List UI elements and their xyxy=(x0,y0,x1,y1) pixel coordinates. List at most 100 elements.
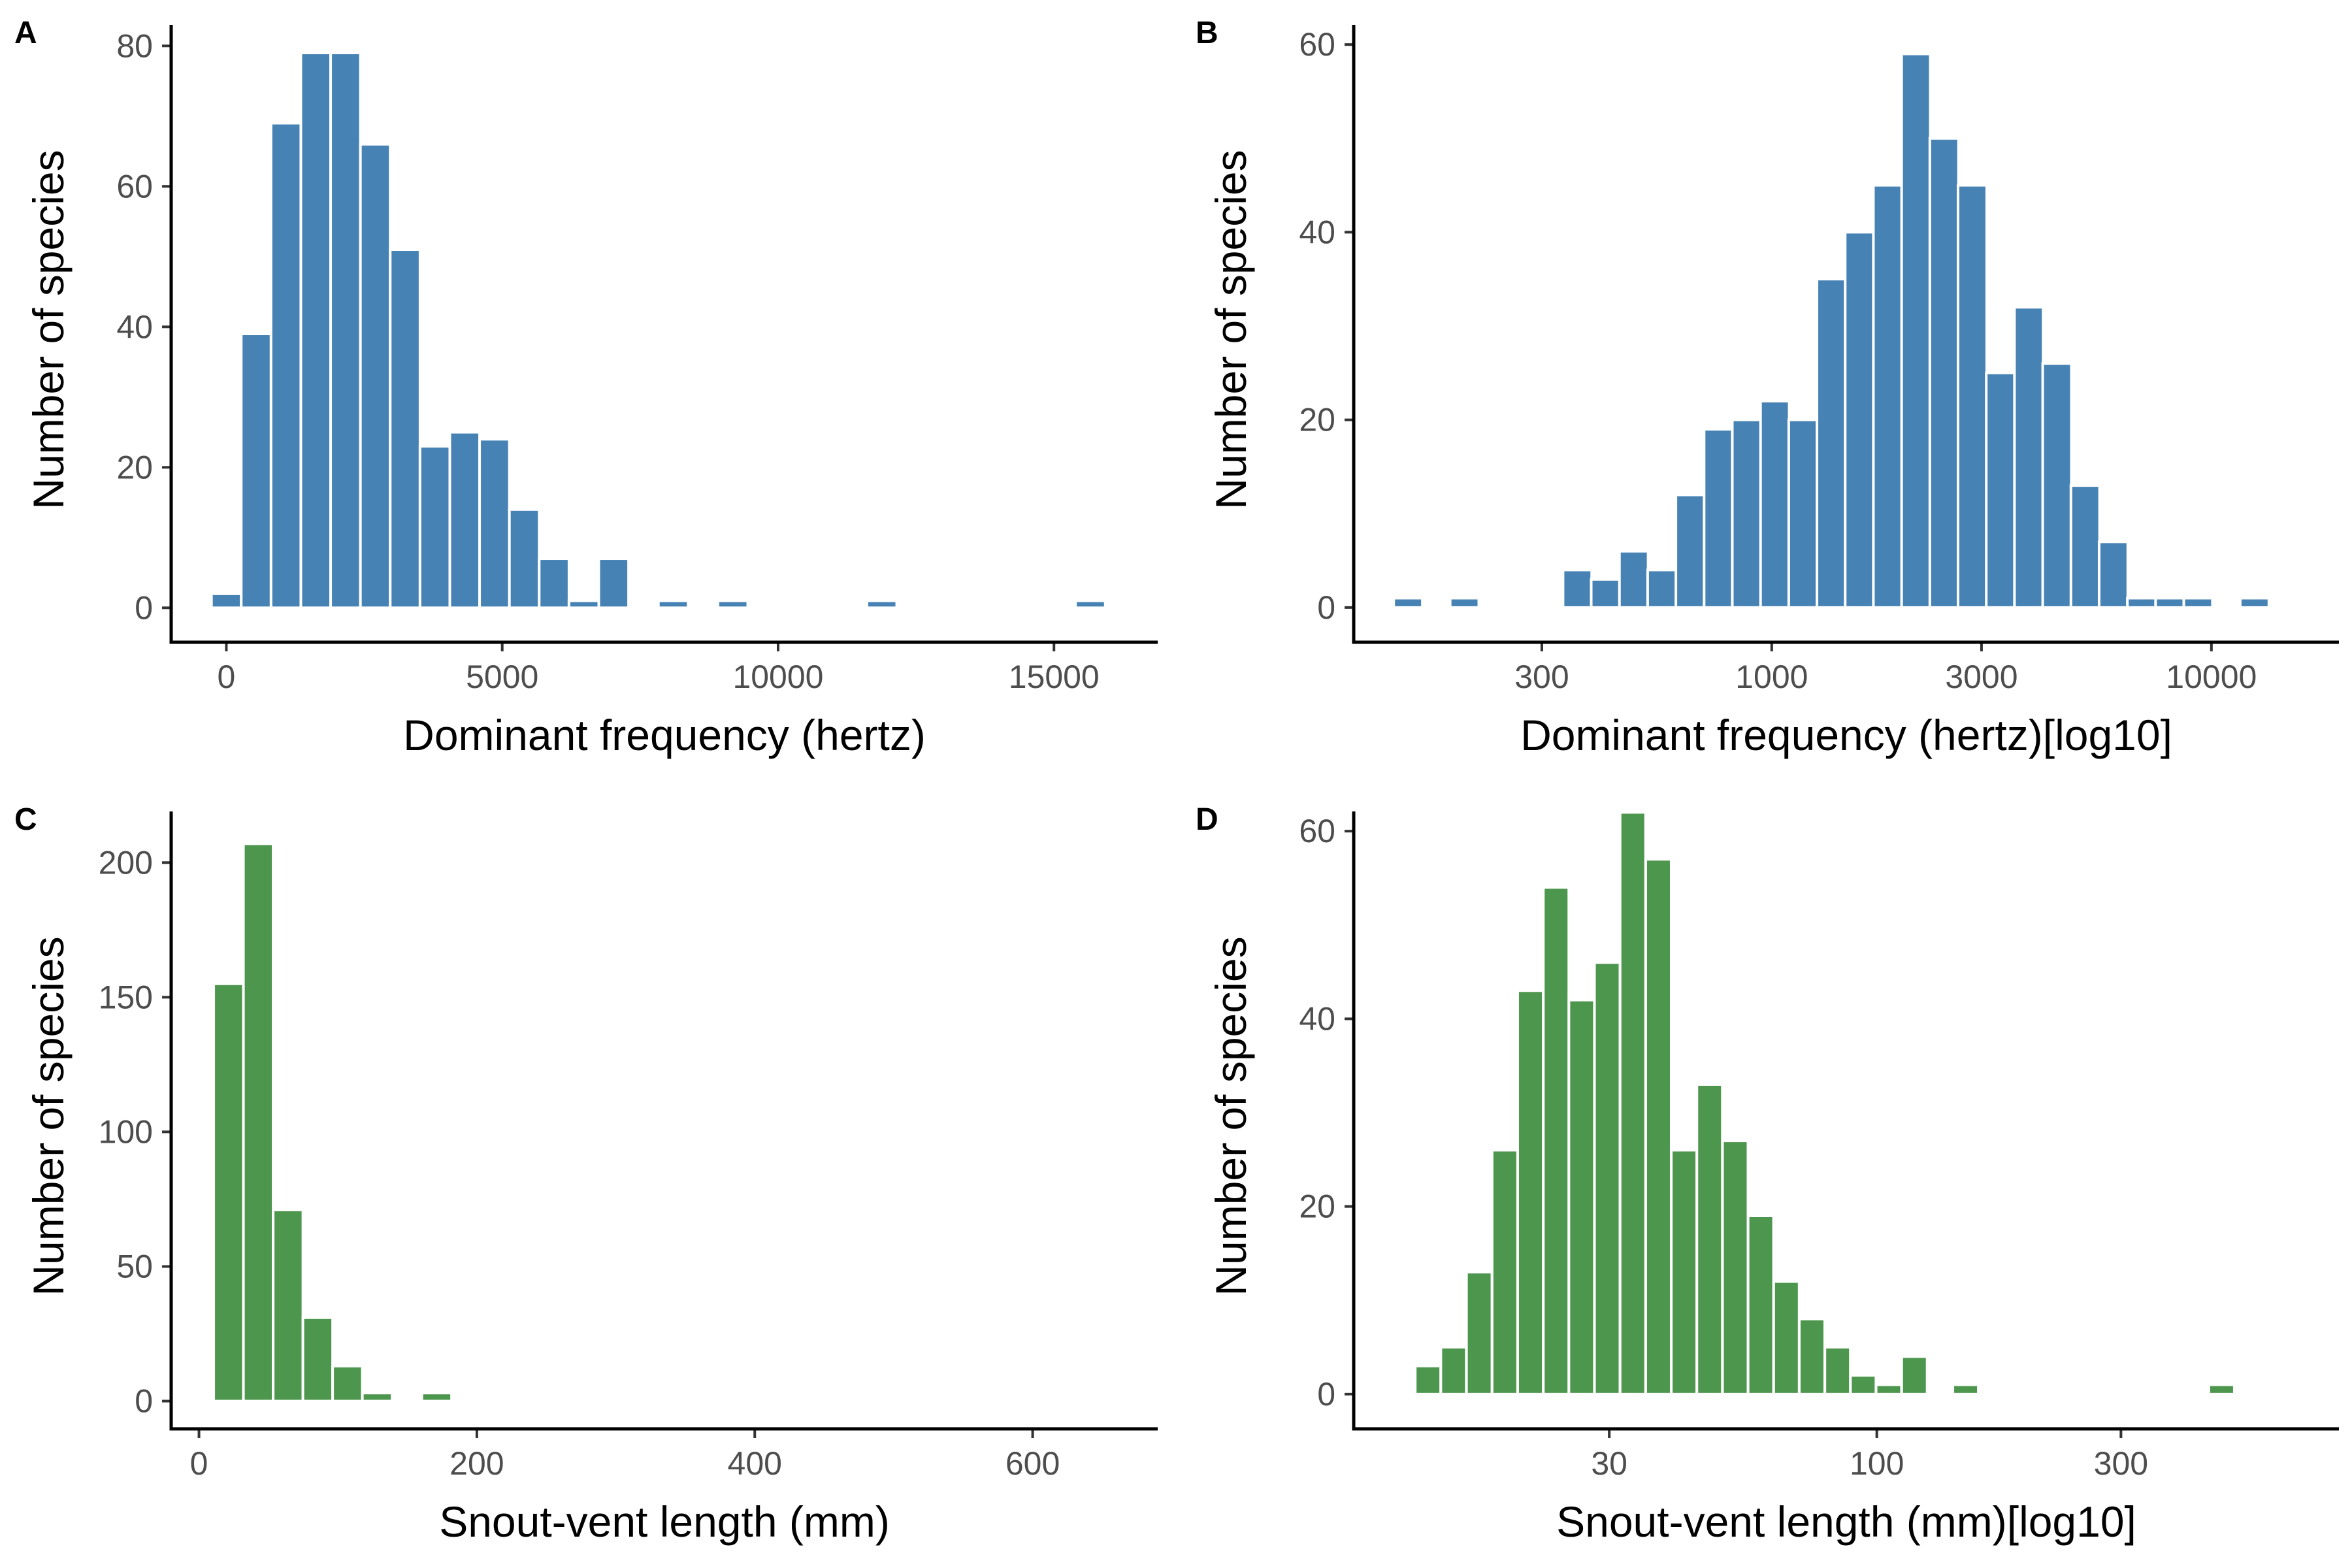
histogram-bar xyxy=(1816,278,1847,609)
histogram-bar xyxy=(1448,596,1480,609)
histogram-bar xyxy=(1670,1149,1699,1396)
histogram-bar xyxy=(1593,961,1622,1396)
x-tick-label: 1000 xyxy=(1735,659,1808,695)
y-tick-label: 20 xyxy=(116,449,153,485)
histogram-bar xyxy=(1731,418,1763,609)
histogram-bar xyxy=(1874,1383,1903,1396)
y-tick-label: 0 xyxy=(1317,589,1335,626)
panel-d: D 30 100 300 0 20 40 60 Snout-vent length (mm)… xyxy=(1196,802,2339,1546)
histogram-bar xyxy=(1900,52,1932,609)
x-axis-title: Snout-vent length (mm)[log10] xyxy=(1556,1497,2136,1546)
x-tick-label: 400 xyxy=(728,1445,782,1482)
x-tick-label: 15000 xyxy=(1009,659,1100,695)
histogram-bars xyxy=(212,842,453,1403)
x-tick-label: 30 xyxy=(1591,1445,1627,1482)
y-tick-label: 40 xyxy=(116,308,153,345)
histogram-bar xyxy=(361,1392,394,1403)
histogram-bar xyxy=(1590,578,1622,609)
histogram-bar xyxy=(1957,184,1988,609)
histogram-bar xyxy=(2154,596,2186,609)
x-tick-label: 10000 xyxy=(732,659,823,695)
x-tick-label: 300 xyxy=(2094,1445,2148,1482)
histogram-bar xyxy=(2238,596,2270,609)
histogram-bar xyxy=(448,431,482,610)
histogram-bar xyxy=(1797,1317,1826,1396)
y-tick-label: 20 xyxy=(1299,1188,1335,1225)
panel-b: B 300 1000 3000 10000 0 20 40 60 Dominant frequ… xyxy=(1196,16,2339,759)
histogram-bar xyxy=(210,592,243,610)
panel-tag: B xyxy=(1196,16,1218,50)
panel-c: C 0 200 400 600 0 50 100 150 200 Snout-vent leng… xyxy=(14,802,1158,1546)
histogram-bar xyxy=(1823,1346,1852,1396)
x-tick-label: 600 xyxy=(1005,1445,1060,1482)
y-tick-label: 40 xyxy=(1299,214,1335,250)
histogram-bar xyxy=(2041,362,2073,609)
panel-tag: C xyxy=(14,802,37,837)
histogram-bar xyxy=(716,599,749,610)
histogram-bar xyxy=(418,445,451,610)
y-tick-label: 0 xyxy=(135,589,153,626)
histogram-bar xyxy=(2013,306,2045,609)
y-tick-label: 40 xyxy=(1299,1000,1335,1037)
histogram-bar xyxy=(1567,998,1596,1396)
y-tick-label: 60 xyxy=(1299,26,1335,63)
histogram-bar xyxy=(1787,418,1819,609)
histogram-bar xyxy=(1844,231,1876,609)
histogram-bar xyxy=(420,1392,453,1403)
histogram-bars xyxy=(210,52,1107,610)
histogram-bar xyxy=(1516,989,1545,1396)
axis-lines xyxy=(169,25,1158,644)
histogram-bar xyxy=(1561,568,1593,609)
histogram-bar xyxy=(1849,1374,1878,1396)
y-tick-label: 60 xyxy=(1299,813,1335,849)
x-tick-label: 0 xyxy=(190,1445,208,1482)
y-tick-label: 100 xyxy=(99,1113,153,1150)
histogram-bar xyxy=(597,557,630,610)
y-tick-label: 60 xyxy=(116,168,153,204)
histogram-bar xyxy=(1985,371,2017,609)
histogram-bar xyxy=(1618,811,1647,1396)
histogram-bar xyxy=(2182,596,2214,609)
histogram-bar xyxy=(1439,1346,1468,1396)
y-axis-title: Number of species xyxy=(24,150,73,509)
y-tick-label: 0 xyxy=(135,1383,153,1420)
y-axis-title: Number of species xyxy=(1207,150,1255,509)
histogram-bar xyxy=(1928,137,1960,609)
histogram-bar xyxy=(567,599,600,610)
histogram-bar xyxy=(2207,1383,2236,1396)
histogram-bar xyxy=(1644,858,1673,1396)
x-tick-label: 5000 xyxy=(466,659,538,695)
x-tick-label: 200 xyxy=(449,1445,504,1482)
histogram-bar xyxy=(389,248,421,610)
histogram-bar xyxy=(1952,1383,1980,1396)
y-tick-label: 0 xyxy=(1317,1376,1335,1413)
histogram-bar xyxy=(240,333,272,610)
axis-ticks: 0 5000 10000 15000 0 20 40 60 80 xyxy=(116,27,1099,695)
histogram-bar xyxy=(269,122,302,610)
x-axis-title: Dominant frequency (hertz) xyxy=(403,711,926,759)
axis-ticks: 0 200 400 600 0 50 100 150 200 xyxy=(99,844,1060,1482)
histogram-bar xyxy=(538,557,570,610)
y-tick-label: 200 xyxy=(99,844,153,881)
histogram-bar xyxy=(1872,184,1904,609)
panel-tag: D xyxy=(1196,802,1218,837)
histogram-bar xyxy=(2097,540,2129,609)
histogram-bar xyxy=(1772,1280,1801,1396)
histogram-bar xyxy=(1646,568,1678,609)
histogram-bar xyxy=(1674,493,1706,609)
x-axis-title: Snout-vent length (mm) xyxy=(439,1497,890,1546)
histogram-bar xyxy=(1721,1139,1750,1396)
histogram-bar xyxy=(1618,549,1650,609)
axis-ticks: 30 100 300 0 20 40 60 xyxy=(1299,813,2148,1482)
histogram-bar xyxy=(1695,1083,1724,1396)
histogram-bar xyxy=(2069,484,2101,609)
histogram-bar xyxy=(478,438,511,610)
histogram-bar xyxy=(272,1208,304,1403)
axis-ticks: 300 1000 3000 10000 0 20 40 60 xyxy=(1299,26,2257,695)
axis-lines xyxy=(1352,25,2339,644)
histogram-bar xyxy=(1490,1149,1519,1396)
histogram-bar xyxy=(329,52,362,610)
histogram-bar xyxy=(657,599,690,610)
y-tick-label: 150 xyxy=(99,979,153,1015)
